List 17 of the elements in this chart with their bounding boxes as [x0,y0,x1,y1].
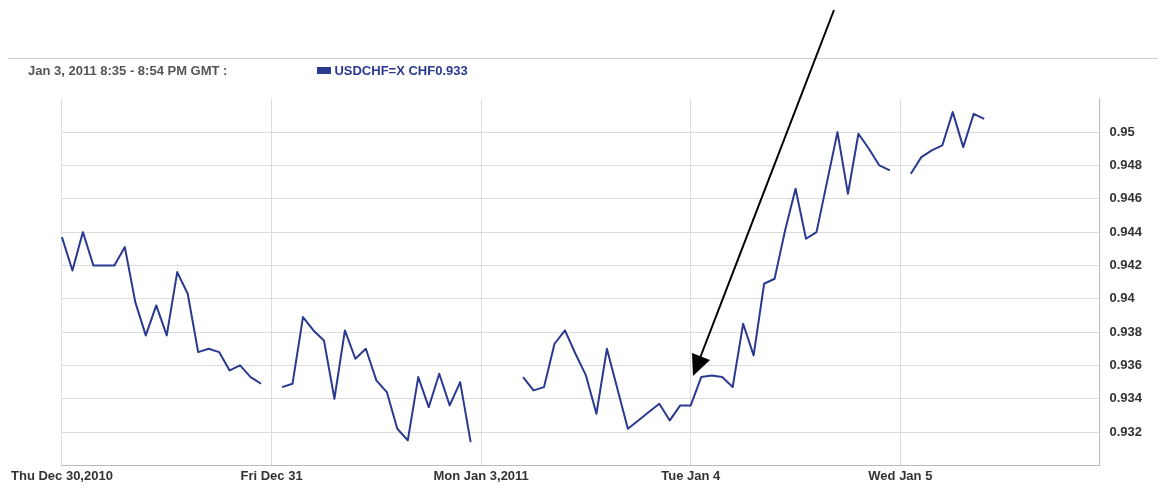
chart-title: Jan 3, 2011 8:35 - 8:54 PM GMT : [28,62,228,78]
y-tick-label: 0.934 [1109,390,1143,406]
legend-label: USDCHF=X CHF0.933 [334,62,468,78]
y-tick-label: 0.944 [1109,223,1143,239]
x-tick-label: Thu Dec 30,2010 [11,467,113,483]
y-tick-label: 0.936 [1109,357,1143,372]
x-tick-label: Wed Jan 5 [868,467,933,483]
y-tick-label: 0.95 [1109,123,1135,139]
y-tick-label: 0.94 [1109,290,1136,306]
y-tick-label: 0.932 [1109,423,1143,439]
y-tick-label: 0.942 [1109,257,1143,273]
y-tick-label: 0.938 [1109,323,1143,339]
x-tick-label: Tue Jan 4 [661,467,722,483]
y-tick-label: 0.946 [1109,190,1143,206]
x-tick-label: Fri Dec 31 [240,467,303,483]
y-tick-label: 0.948 [1109,157,1143,173]
x-tick-label: Mon Jan 3,2011 [433,467,529,483]
